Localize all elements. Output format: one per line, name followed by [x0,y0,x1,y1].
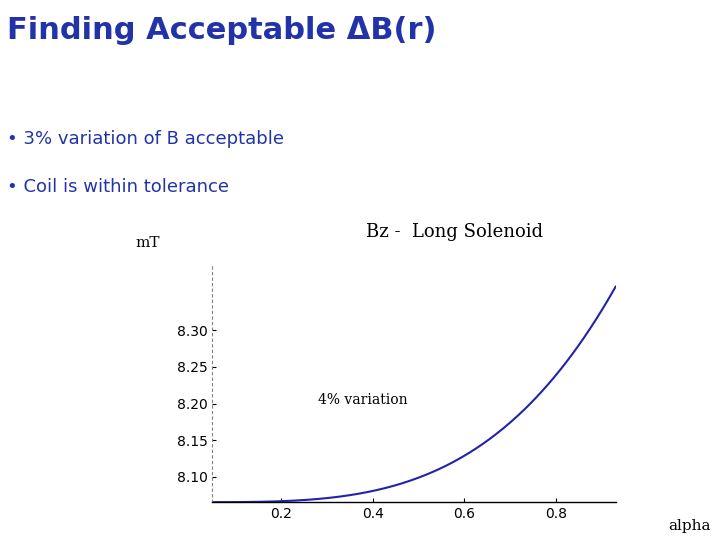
Text: alpha: alpha [668,519,711,533]
Text: Finding Acceptable ΔB(r): Finding Acceptable ΔB(r) [7,16,437,45]
Text: • Coil is within tolerance: • Coil is within tolerance [7,178,229,196]
Text: 4% variation: 4% variation [318,393,408,407]
Text: mT: mT [135,237,160,251]
Text: • 3% variation of B acceptable: • 3% variation of B acceptable [7,130,284,147]
Text: Bz -  Long Solenoid: Bz - Long Solenoid [366,223,543,241]
